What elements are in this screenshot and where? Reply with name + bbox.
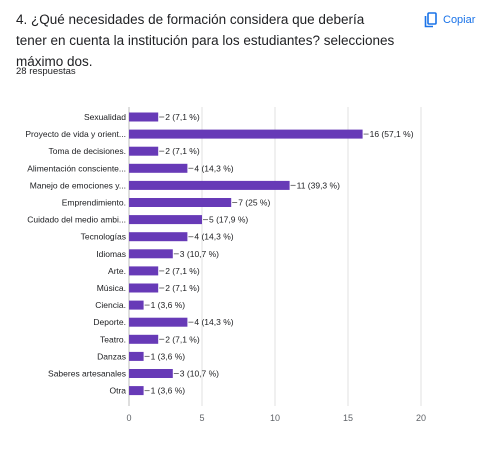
- category-labels: Sexualidad Proyecto de vida y orient... To…: [25, 112, 126, 396]
- bar: [129, 232, 188, 242]
- bar: [129, 112, 159, 122]
- value-label: 1 (3,6 %): [151, 386, 186, 396]
- x-axis-ticks: 0 5 10 15 20: [126, 413, 426, 423]
- value-label: 5 (17,9 %): [209, 215, 248, 225]
- x-tick-label: 10: [270, 413, 280, 423]
- x-tick-label: 5: [199, 413, 204, 423]
- category-label: Emprendimiento.: [62, 198, 126, 208]
- value-label: 7 (25 %): [238, 198, 270, 208]
- category-label: Saberes artesanales: [48, 369, 126, 379]
- copy-icon: [424, 12, 437, 28]
- value-label: 2 (7,1 %): [165, 283, 200, 293]
- value-label: 3 (10,7 %): [180, 369, 219, 379]
- value-label: 1 (3,6 %): [151, 300, 186, 310]
- category-label: Idiomas: [96, 249, 126, 259]
- category-label: Cuidado del medio ambi...: [27, 215, 126, 225]
- copy-button[interactable]: Copiar: [424, 9, 475, 31]
- response-count: 28 respuestas: [16, 66, 76, 77]
- bar: [129, 317, 188, 327]
- bar: [129, 249, 173, 259]
- value-label: 4 (14,3 %): [194, 163, 233, 173]
- value-label: 11 (39,3 %): [297, 180, 340, 190]
- category-label: Música.: [97, 283, 126, 293]
- value-label: 3 (10,7 %): [180, 249, 219, 259]
- category-label: Arte.: [108, 266, 126, 276]
- value-label: 2 (7,1 %): [165, 334, 200, 344]
- category-label: Ciencia.: [95, 300, 126, 310]
- value-label: 2 (7,1 %): [165, 266, 200, 276]
- bar: [129, 300, 144, 310]
- category-label: Proyecto de vida y orient...: [25, 129, 126, 139]
- category-label: Danzas: [97, 351, 126, 361]
- bar: [129, 334, 159, 344]
- bar: [129, 129, 363, 139]
- value-label: 4 (14,3 %): [194, 317, 233, 327]
- category-label: Tecnologías: [81, 232, 126, 242]
- bar: [129, 369, 173, 378]
- value-label: 2 (7,1 %): [165, 146, 200, 156]
- category-label: Otra: [109, 386, 126, 396]
- bar: [129, 215, 202, 225]
- category-label: Toma de decisiones.: [49, 146, 127, 156]
- bars: 2 (7,1 %) 16 (57,1 %) 2 (7,1 %) 4 (14,3 %) 1…: [129, 112, 414, 396]
- category-label: Alimentación consciente...: [27, 163, 126, 173]
- bar: [129, 163, 188, 173]
- bar: [129, 198, 232, 207]
- x-tick-label: 15: [343, 413, 353, 423]
- category-label: Deporte.: [93, 317, 126, 327]
- category-label: Teatro.: [100, 334, 126, 344]
- bar: [129, 146, 159, 156]
- category-label: Manejo de emociones y...: [30, 180, 126, 190]
- question-title: 4. ¿Qué necesidades de formación conside…: [16, 12, 395, 69]
- value-label: 4 (14,3 %): [194, 232, 233, 242]
- category-label: Sexualidad: [84, 112, 126, 122]
- bar: [129, 283, 159, 293]
- bar: [129, 180, 290, 190]
- value-label: 2 (7,1 %): [165, 112, 200, 122]
- bar: [129, 386, 144, 396]
- copy-label: Copiar: [443, 14, 476, 26]
- bar: [129, 266, 159, 276]
- bar: [129, 351, 144, 361]
- x-tick-label: 20: [416, 413, 426, 423]
- x-tick-label: 0: [126, 413, 131, 423]
- value-label: 16 (57,1 %): [370, 129, 414, 139]
- value-label: 1 (3,6 %): [151, 351, 186, 361]
